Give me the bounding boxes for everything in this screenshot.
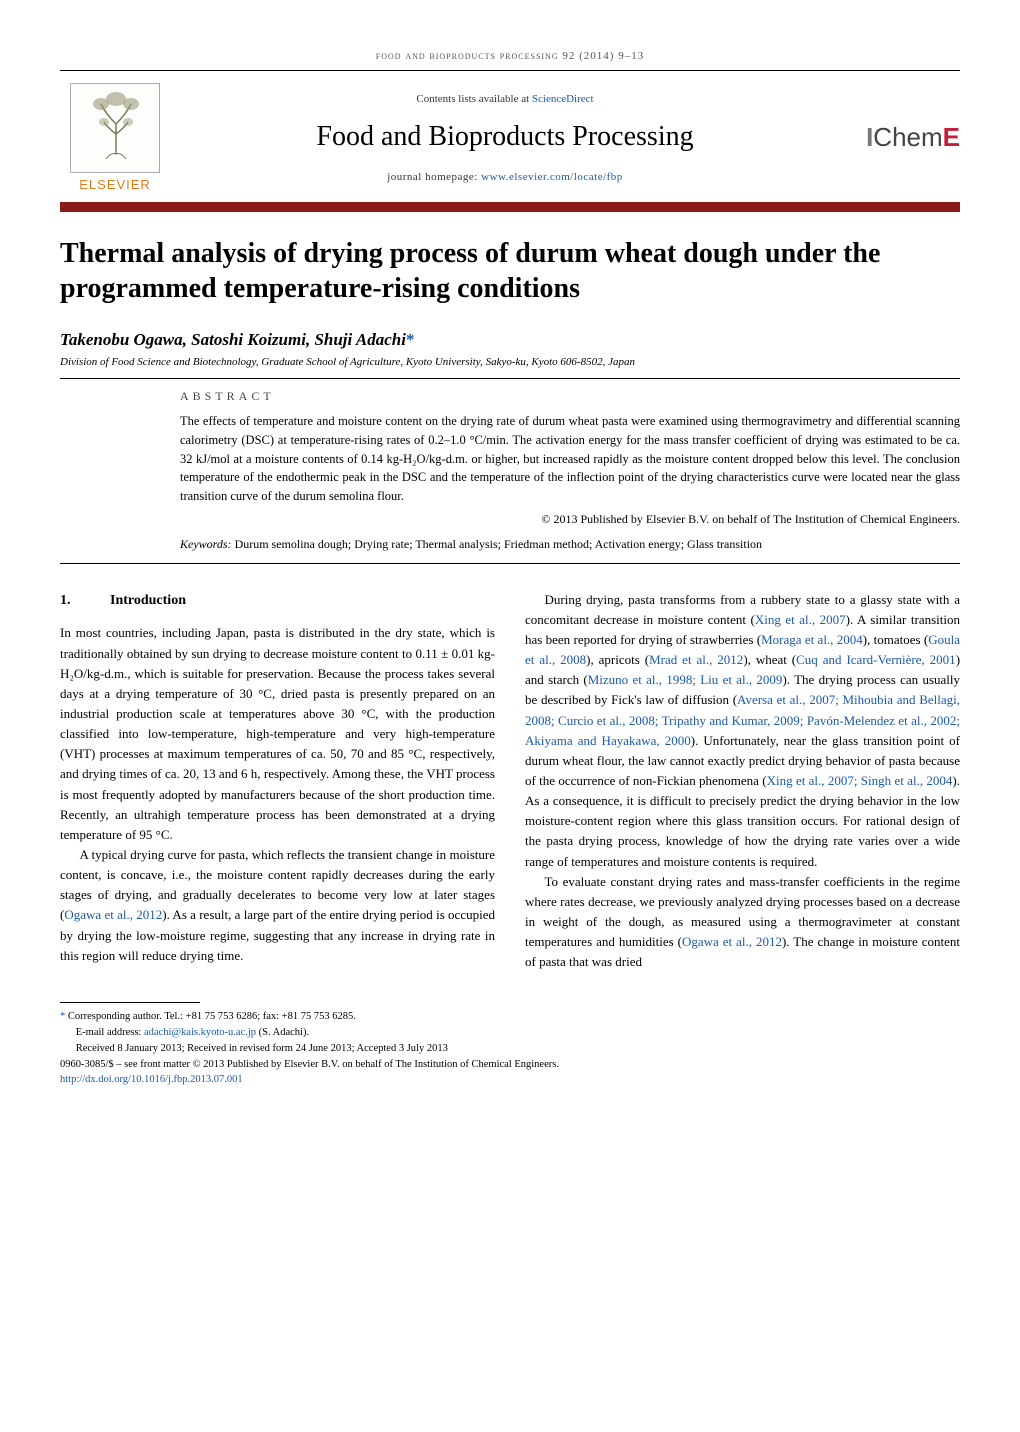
corresponding-star: * <box>406 330 415 349</box>
cite-xing-2007[interactable]: Xing et al., 2007 <box>755 612 846 627</box>
journal-name: Food and Bioproducts Processing <box>190 121 820 153</box>
cite-ogawa-2012-b[interactable]: Ogawa et al., 2012 <box>682 934 782 949</box>
keywords: Keywords: Durum semolina dough; Drying r… <box>180 535 960 553</box>
keywords-text: Durum semolina dough; Drying rate; Therm… <box>232 537 762 551</box>
masthead-center: Contents lists available at ScienceDirec… <box>190 93 820 183</box>
journal-homepage-line: journal homepage: www.elsevier.com/locat… <box>190 171 820 183</box>
section-1-title: Introduction <box>110 593 186 608</box>
footnote-email: E-mail address: adachi@kais.kyoto-u.ac.j… <box>76 1025 960 1041</box>
abstract-copyright: © 2013 Published by Elsevier B.V. on beh… <box>180 512 960 527</box>
intro-para-4: To evaluate constant drying rates and ma… <box>525 872 960 973</box>
intro-para-1: In most countries, including Japan, past… <box>60 623 495 845</box>
abstract-text: The effects of temperature and moisture … <box>180 412 960 506</box>
authors-names: Takenobu Ogawa, Satoshi Koizumi, Shuji A… <box>60 330 406 349</box>
body-columns: 1.Introduction In most countries, includ… <box>60 590 960 973</box>
contents-prefix: Contents lists available at <box>416 93 531 105</box>
column-right: During drying, pasta transforms from a r… <box>525 590 960 973</box>
top-rule <box>60 70 960 71</box>
sciencedirect-link[interactable]: ScienceDirect <box>532 93 594 105</box>
icheme-chem: Chem <box>873 122 942 152</box>
contents-lists-line: Contents lists available at ScienceDirec… <box>190 93 820 105</box>
abstract-block: ABSTRACT The effects of temperature and … <box>180 389 960 553</box>
cite-ogawa-2012-a[interactable]: Ogawa et al., 2012 <box>64 907 162 922</box>
doi-link[interactable]: http://dx.doi.org/10.1016/j.fbp.2013.07.… <box>60 1074 243 1085</box>
footnote-rule <box>60 1002 200 1003</box>
elsevier-logo: ELSEVIER <box>60 83 170 192</box>
homepage-prefix: journal homepage: <box>387 171 481 183</box>
icheme-logo: IChemE <box>840 122 960 153</box>
article-title: Thermal analysis of drying process of du… <box>60 236 960 306</box>
footnote-corresponding: * Corresponding author. Tel.: +81 75 753… <box>60 1009 960 1025</box>
section-1-heading: 1.Introduction <box>60 590 495 612</box>
running-header: food and bioproducts processing 92 (2014… <box>60 50 960 62</box>
rule-below-abstract <box>60 563 960 564</box>
footnote-received: Received 8 January 2013; Received in rev… <box>76 1041 960 1057</box>
column-left: 1.Introduction In most countries, includ… <box>60 590 495 973</box>
footnotes: * Corresponding author. Tel.: +81 75 753… <box>60 1009 960 1088</box>
email-link[interactable]: adachi@kais.kyoto-u.ac.jp <box>144 1027 256 1038</box>
cite-nonfickian[interactable]: Xing et al., 2007; Singh et al., 2004 <box>767 773 953 788</box>
intro-para-3: During drying, pasta transforms from a r… <box>525 590 960 872</box>
journal-homepage-link[interactable]: www.elsevier.com/locate/fbp <box>481 171 623 183</box>
footnote-doi: http://dx.doi.org/10.1016/j.fbp.2013.07.… <box>60 1072 960 1088</box>
abstract-heading: ABSTRACT <box>180 389 960 404</box>
affiliation: Division of Food Science and Biotechnolo… <box>60 356 960 368</box>
footnote-issn: 0960-3085/$ – see front matter © 2013 Pu… <box>60 1057 960 1073</box>
cite-mizuno-liu[interactable]: Mizuno et al., 1998; Liu et al., 2009 <box>588 672 783 687</box>
section-1-num: 1. <box>60 590 110 612</box>
authors-line: Takenobu Ogawa, Satoshi Koizumi, Shuji A… <box>60 330 960 350</box>
keywords-label: Keywords: <box>180 537 232 551</box>
cite-moraga-2004[interactable]: Moraga et al., 2004 <box>761 632 863 647</box>
footnote-star: * <box>60 1011 65 1022</box>
intro-para-2: A typical drying curve for pasta, which … <box>60 845 495 966</box>
icheme-e: E <box>943 122 960 152</box>
cite-cuq-2001[interactable]: Cuq and Icard-Vernière, 2001 <box>796 652 956 667</box>
elsevier-tree-icon <box>70 83 160 173</box>
red-bar <box>60 202 960 212</box>
elsevier-wordmark: ELSEVIER <box>79 177 151 192</box>
masthead: ELSEVIER Contents lists available at Sci… <box>60 83 960 192</box>
cite-mrad-2012[interactable]: Mrad et al., 2012 <box>649 652 743 667</box>
rule-above-abstract <box>60 378 960 379</box>
